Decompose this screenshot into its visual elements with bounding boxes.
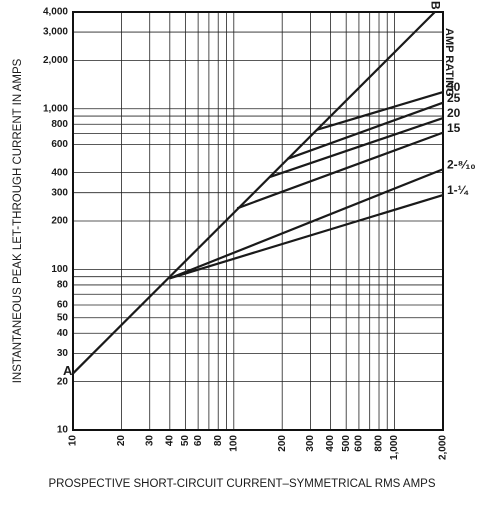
- legend-label: 30: [447, 80, 461, 94]
- legend-label: 2-⁸⁄₁₀: [447, 157, 476, 171]
- y-tick-label: 1,000: [43, 103, 68, 114]
- y-tick-label: 100: [51, 264, 68, 275]
- fuse-line: [286, 101, 444, 160]
- annotation: B: [429, 1, 443, 10]
- y-tick-label: 200: [51, 216, 68, 227]
- legend-label: 1-¼: [447, 183, 469, 197]
- x-tick-label: 800: [374, 435, 385, 452]
- x-tick-label: 2,000: [438, 435, 449, 460]
- y-axis-label: INSTANTANEOUS PEAK LET-THROUGH CURRENT I…: [12, 58, 24, 383]
- x-tick-label: 200: [277, 435, 288, 452]
- y-tick-label: 30: [57, 348, 69, 359]
- x-tick-label: 10: [68, 435, 79, 447]
- x-tick-label: 400: [325, 435, 336, 452]
- x-axis-label: PROSPECTIVE SHORT-CIRCUIT CURRENT–SYMMET…: [48, 478, 435, 490]
- x-tick-label: 50: [180, 435, 191, 447]
- fuse-line: [316, 90, 444, 131]
- fuse-line: [169, 194, 444, 280]
- y-tick-label: 10: [57, 425, 69, 436]
- x-tick-label: 100: [228, 435, 239, 452]
- legend-label: 15: [447, 121, 461, 135]
- y-tick-label: 300: [51, 187, 68, 198]
- x-tick-label: 40: [164, 435, 175, 447]
- legend-label: 20: [447, 106, 461, 120]
- legend-label: 25: [447, 91, 461, 105]
- x-tick-label: 500: [341, 435, 352, 452]
- legend-title: AMP RATING: [443, 28, 455, 97]
- x-tick-label: 80: [213, 435, 224, 447]
- plot-frame: [72, 11, 444, 431]
- y-tick-label: 50: [57, 312, 69, 323]
- fuse-line: [269, 116, 444, 178]
- y-tick-label: 4,000: [43, 7, 68, 18]
- x-tick-label: 20: [116, 435, 127, 447]
- fuse-line: [169, 168, 444, 280]
- y-tick-label: 400: [51, 167, 68, 178]
- x-tick-label: 600: [354, 435, 365, 452]
- y-tick-label: 600: [51, 139, 68, 150]
- y-tick-label: 80: [57, 280, 69, 291]
- x-tick-label: 60: [193, 435, 204, 447]
- x-tick-label: 30: [144, 435, 155, 447]
- y-tick-label: 2,000: [43, 55, 68, 66]
- y-tick-label: 20: [57, 376, 69, 387]
- y-tick-label: 60: [57, 300, 69, 311]
- y-tick-label: 40: [57, 328, 69, 339]
- y-tick-label: 3,000: [43, 27, 68, 38]
- fuse-line: [236, 131, 444, 210]
- annotation: A: [63, 363, 73, 378]
- reference-line: [72, 11, 436, 375]
- x-tick-label: 300: [305, 435, 316, 452]
- y-tick-label: 800: [51, 119, 68, 130]
- x-tick-label: 1,000: [389, 435, 400, 460]
